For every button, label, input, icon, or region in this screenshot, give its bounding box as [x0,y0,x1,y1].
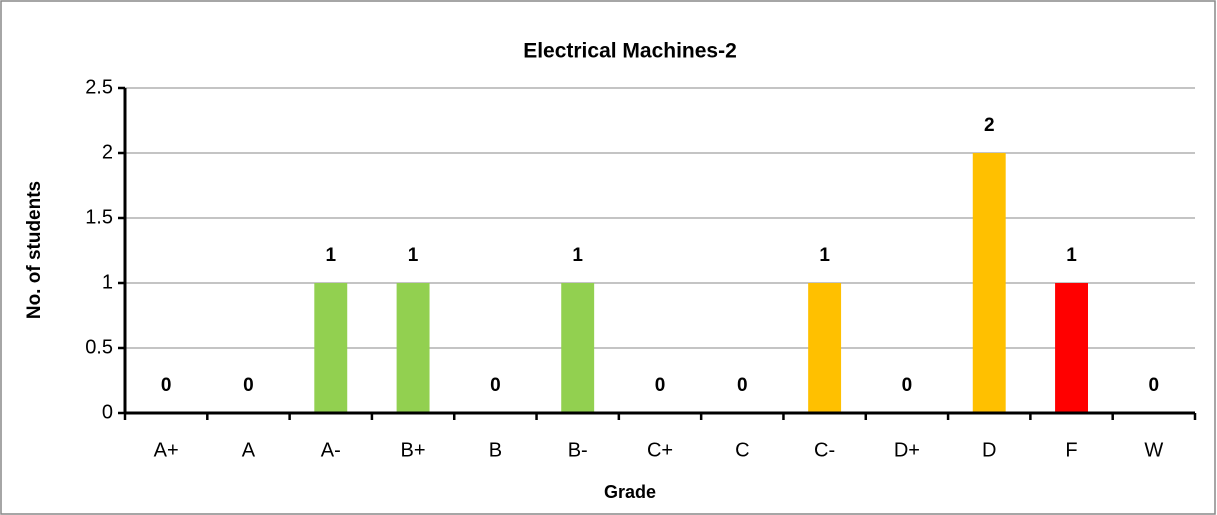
bar [314,283,348,413]
x-tick-label: B+ [401,439,426,461]
y-axis-label: No. of students [24,181,45,319]
y-tick-label: 2 [102,141,113,163]
value-label: 1 [572,245,583,266]
x-tick-label: C+ [647,439,673,461]
value-label: 1 [1066,245,1077,266]
x-tick-label: A- [321,439,341,461]
y-tick-label: 0 [102,401,113,423]
x-tick-label: W [1144,439,1163,461]
y-tick-label: 2.5 [85,76,113,98]
x-tick-label: A [242,439,256,461]
y-tick-label: 1 [102,271,113,293]
y-tick-label: 0.5 [85,336,113,358]
value-label: 0 [243,375,254,396]
bar [972,153,1006,413]
value-label: 1 [408,245,419,266]
bar [396,283,430,413]
bar [808,283,842,413]
value-label: 1 [325,245,336,266]
chart-title: Electrical Machines-2 [523,40,737,63]
value-label: 0 [902,375,913,396]
y-tick-label: 1.5 [85,206,113,228]
x-tick-label: C- [814,439,835,461]
value-label: 0 [655,375,666,396]
value-label: 0 [1149,375,1160,396]
value-label: 0 [161,375,172,396]
value-label: 2 [984,115,995,136]
value-label: 1 [819,245,830,266]
value-label: 0 [737,375,748,396]
x-axis-label: Grade [604,482,656,502]
value-label: 0 [490,375,501,396]
x-tick-label: C [735,439,749,461]
x-tick-label: D+ [894,439,920,461]
x-tick-label: F [1065,439,1077,461]
x-tick-label: B [489,439,502,461]
x-tick-label: D [982,439,996,461]
x-tick-label: B- [568,439,588,461]
bar [1055,283,1088,413]
x-tick-label: A+ [154,439,179,461]
bar [561,283,595,413]
